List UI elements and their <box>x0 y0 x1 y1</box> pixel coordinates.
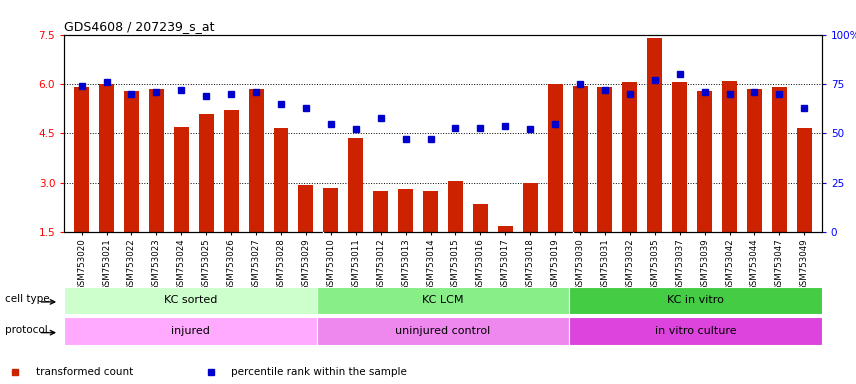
Bar <box>199 114 214 232</box>
Bar <box>569 317 822 345</box>
Bar <box>573 86 587 232</box>
Text: transformed count: transformed count <box>36 367 134 377</box>
Bar <box>99 84 114 232</box>
Text: KC LCM: KC LCM <box>422 295 464 306</box>
Bar <box>498 226 513 232</box>
Text: KC sorted: KC sorted <box>163 295 217 306</box>
Bar <box>569 286 822 314</box>
Bar <box>348 138 363 232</box>
Bar <box>747 89 762 232</box>
Bar <box>697 91 712 232</box>
Text: cell type: cell type <box>5 294 50 304</box>
Text: GDS4608 / 207239_s_at: GDS4608 / 207239_s_at <box>64 20 215 33</box>
Bar <box>448 181 463 232</box>
Text: KC in vitro: KC in vitro <box>667 295 724 306</box>
Text: percentile rank within the sample: percentile rank within the sample <box>231 367 407 377</box>
Bar <box>373 191 388 232</box>
Bar <box>548 84 562 232</box>
Bar <box>174 127 189 232</box>
Bar <box>647 38 663 232</box>
Bar <box>74 87 89 232</box>
Bar <box>423 191 438 232</box>
Text: in vitro culture: in vitro culture <box>655 326 736 336</box>
Bar <box>797 129 811 232</box>
Bar <box>317 286 569 314</box>
Bar <box>149 89 163 232</box>
Bar <box>473 204 488 232</box>
Bar <box>722 81 737 232</box>
Bar <box>772 87 787 232</box>
Bar <box>64 317 317 345</box>
Bar <box>523 183 538 232</box>
Bar <box>223 110 239 232</box>
Text: protocol: protocol <box>5 325 48 335</box>
Text: injured: injured <box>171 326 210 336</box>
Bar <box>317 317 569 345</box>
Bar <box>124 91 139 232</box>
Bar <box>299 185 313 232</box>
Bar <box>64 286 317 314</box>
Bar <box>398 189 413 232</box>
Bar <box>248 89 264 232</box>
Bar <box>597 87 612 232</box>
Bar <box>324 188 338 232</box>
Bar <box>672 82 687 232</box>
Bar <box>622 82 638 232</box>
Text: uninjured control: uninjured control <box>395 326 490 336</box>
Bar <box>274 129 288 232</box>
